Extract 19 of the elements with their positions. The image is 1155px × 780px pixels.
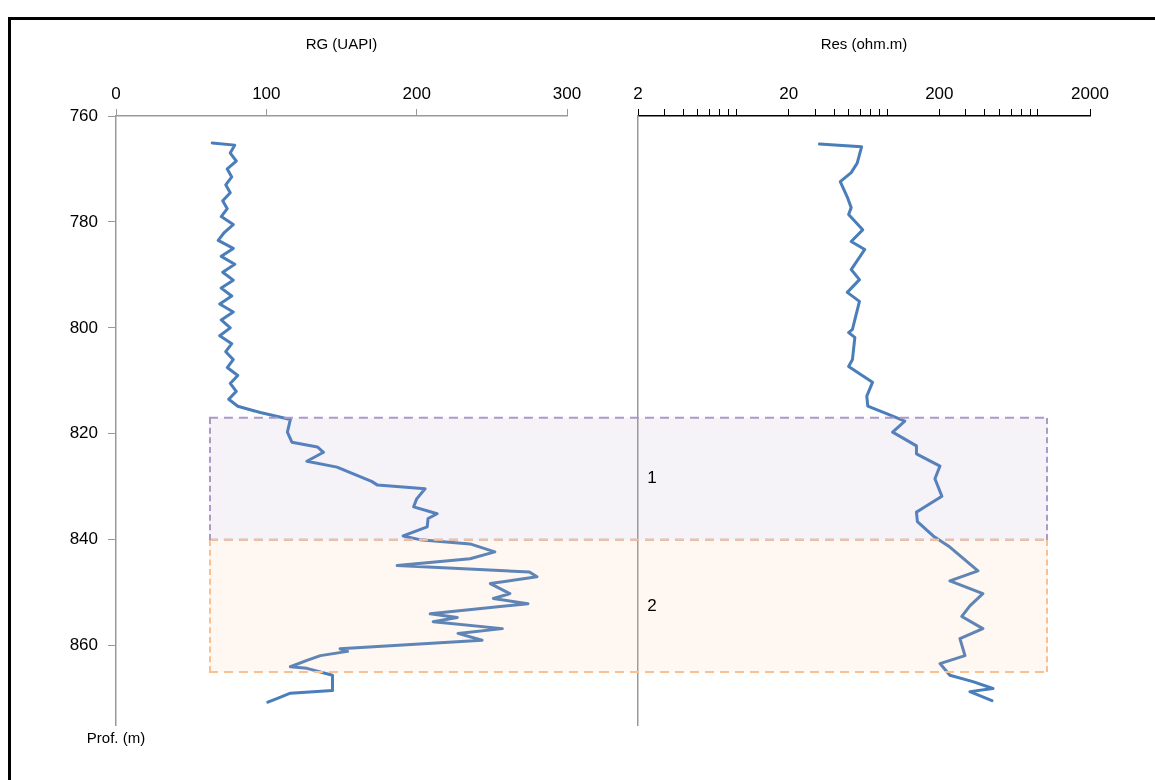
y-axis-title: Prof. (m) <box>86 728 146 746</box>
y-tick-label: 760 <box>69 105 98 125</box>
x-tick-label: 100 <box>252 84 281 104</box>
x-tick-label: 20 <box>779 84 799 104</box>
band-label: 1 <box>647 468 657 488</box>
y-tick-label: 860 <box>69 635 98 655</box>
x-tick-label: 200 <box>402 84 431 104</box>
x-axis-title: RG (UAPI) <box>305 35 378 53</box>
x-tick-label: 2000 <box>1071 84 1109 104</box>
y-tick-label: 820 <box>69 423 98 443</box>
y-tick-label: 780 <box>69 211 98 231</box>
y-tick-label: 800 <box>69 317 98 337</box>
x-tick-label: 300 <box>552 84 582 104</box>
band-label: 2 <box>647 595 657 615</box>
x-tick-label: 0 <box>111 84 121 104</box>
x-tick-label: 200 <box>925 84 954 104</box>
y-tick-label: 840 <box>69 529 98 549</box>
x-tick-label: 2 <box>633 84 643 104</box>
x-axis-title: Res (ohm.m) <box>820 35 908 53</box>
